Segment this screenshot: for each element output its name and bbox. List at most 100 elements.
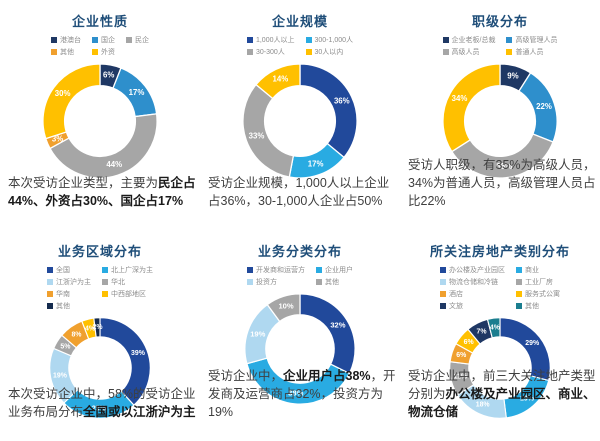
chart-legend: 港澳台 国企 民企 其他 外资 bbox=[51, 35, 149, 57]
legend-item: 普通人员 bbox=[506, 47, 543, 57]
legend-item: 投资方 bbox=[247, 277, 277, 287]
legend-label: 其他 bbox=[56, 303, 70, 310]
legend-item: 商业 bbox=[516, 265, 539, 275]
slice-value-label: 39% bbox=[131, 350, 145, 357]
legend-swatch-icon bbox=[126, 37, 132, 43]
chart-cell-business-category: 业务分类分布 开发商和运营方 企业用户 投资方 其他 32% 38% 19% 10% 受访企… bbox=[200, 230, 400, 441]
chart-cell-real-estate-category: 所关注房地产类别分布 办公楼及产业园区 商业 物流仓储和冷链 工业厂房 酒店 服务式公寓文… bbox=[400, 230, 600, 441]
caption-segment: 本次受访企业类型，主要为 bbox=[8, 176, 159, 190]
slice-value-label: 34% bbox=[452, 94, 468, 103]
legend-label: 物流仓储和冷链 bbox=[449, 279, 498, 286]
legend-item: 文旅 bbox=[440, 301, 463, 311]
legend-swatch-icon bbox=[47, 279, 53, 285]
slice-value-label: 30% bbox=[55, 89, 71, 98]
legend-item: 1,000人以上 bbox=[246, 35, 295, 45]
donut-slice bbox=[442, 63, 501, 153]
legend-swatch-icon bbox=[316, 279, 322, 285]
legend-item: 企业用户 bbox=[316, 265, 353, 275]
legend-label: 企业用户 bbox=[325, 267, 353, 274]
chart-title: 企业性质 bbox=[71, 14, 128, 29]
legend-item: 企业老板/总裁 bbox=[442, 35, 495, 45]
chart-cell-job-level: 职级分布 企业老板/总裁 高级管理人员 高级人员 普通人员 9% 22% 35% 34% 受… bbox=[400, 0, 600, 230]
slice-value-label: 8% bbox=[71, 332, 81, 339]
donut-chart: 32% 38% 19% 10% bbox=[244, 293, 356, 405]
chart-caption: 受访人职级，有35%为高级人员，34%为普通人员，高级管理人员占比22% bbox=[408, 157, 598, 210]
legend-label: 商业 bbox=[525, 267, 539, 274]
donut-slice bbox=[299, 63, 358, 159]
legend-swatch-icon bbox=[440, 279, 446, 285]
legend-label: 港澳台 bbox=[60, 37, 81, 44]
legend-swatch-icon bbox=[305, 37, 312, 43]
donut-slice bbox=[299, 293, 356, 375]
slice-value-label: 11% bbox=[454, 374, 467, 381]
donut-chart: 39% 25% 19% 5%8% 4%2% bbox=[49, 317, 151, 419]
legend-item: 民企 bbox=[126, 35, 149, 45]
chart-caption: 受访企业中，前三大关注地产类型分别为办公楼及产业园区、商业、物流仓储 bbox=[408, 368, 598, 421]
legend-swatch-icon bbox=[516, 267, 522, 273]
legend-item: 高级管理人员 bbox=[506, 35, 557, 45]
legend-label: 民企 bbox=[135, 37, 149, 44]
legend-item: 江浙沪为主 bbox=[47, 277, 91, 287]
chart-cell-enterprise-nature: 企业性质 港澳台 国企 民企 其他 外资 6% 17% 44% 3% 30% 本次受访企业类型，… bbox=[0, 0, 200, 230]
legend-item: 外资 bbox=[92, 47, 115, 57]
slice-value-label: 4% bbox=[85, 325, 95, 332]
legend-swatch-icon bbox=[92, 37, 98, 43]
slice-value-label: 36% bbox=[334, 96, 350, 105]
donut-slice bbox=[266, 293, 301, 323]
chart-legend: 办公楼及产业园区 商业 物流仓储和冷链 工业厂房 酒店 服务式公寓 文旅 其他 bbox=[440, 265, 560, 311]
legend-swatch-icon bbox=[246, 37, 253, 43]
slice-value-label: 14% bbox=[272, 74, 288, 83]
chart-title: 所关注房地产类别分布 bbox=[429, 244, 570, 259]
chart-caption: 受访企业中，企业用户占38%，开发商及运营商占32%，投资方为19% bbox=[208, 368, 398, 421]
slice-value-label: 19% bbox=[53, 372, 67, 379]
legend-swatch-icon bbox=[92, 49, 98, 55]
chart-caption: 受访企业规模，1,000人以上企业占36%，30-1,000人企业占50% bbox=[208, 175, 398, 211]
legend-label: 国企 bbox=[101, 37, 115, 44]
caption-segment: 受访企业中，前三大关注地产类型分别为 bbox=[408, 369, 596, 401]
donut-chart: 9% 22% 35% 34% bbox=[442, 63, 558, 179]
legend-label: 华南 bbox=[56, 291, 70, 298]
donut-chart: 36% 17% 33% 14% bbox=[242, 63, 358, 179]
legend-swatch-icon bbox=[440, 267, 446, 273]
slice-value-label: 6% bbox=[456, 352, 466, 359]
slice-value-label: 7% bbox=[476, 329, 486, 336]
legend-item: 其他 bbox=[316, 277, 339, 287]
chart-title: 企业规模 bbox=[271, 14, 328, 29]
caption-bold-segment: 全国或以江浙沪为主 bbox=[83, 404, 196, 419]
legend-item: 物流仓储和冷链 bbox=[440, 277, 498, 287]
slice-value-label: 25% bbox=[92, 406, 106, 413]
legend-item: 华北 bbox=[102, 277, 125, 287]
legend-swatch-icon bbox=[247, 279, 253, 285]
legend-swatch-icon bbox=[102, 291, 108, 297]
slice-value-label: 33% bbox=[249, 132, 265, 141]
legend-item: 300-1,000人 bbox=[305, 35, 354, 45]
caption-segment: 本次受访企业中，58%的受访企业业务布局分布 bbox=[8, 387, 196, 419]
legend-item: 工业厂房 bbox=[516, 277, 553, 287]
legend-label: 北上广深为主 bbox=[111, 267, 153, 274]
legend-swatch-icon bbox=[442, 37, 449, 43]
legend-label: 300-1,000人 bbox=[314, 37, 354, 44]
chart-caption: 本次受访企业类型，主要为民企占44%、外资占30%、国企占17% bbox=[8, 175, 198, 211]
legend-label: 江浙沪为主 bbox=[56, 279, 91, 286]
legend-swatch-icon bbox=[47, 303, 53, 309]
legend-swatch-icon bbox=[51, 37, 57, 43]
slice-value-label: 22% bbox=[536, 102, 552, 111]
legend-label: 普通人员 bbox=[515, 49, 544, 56]
chart-cell-business-region: 业务区域分布 全国 北上广深为主 江浙沪为主 华北 华南 中西部地区 其他 39% 25% 19… bbox=[0, 230, 200, 441]
chart-legend: 全国 北上广深为主 江浙沪为主 华北 华南 中西部地区 其他 bbox=[47, 265, 153, 311]
legend-label: 开发商和运营方 bbox=[256, 267, 305, 274]
donut-slice bbox=[93, 317, 101, 338]
legend-item: 服务式公寓 bbox=[516, 289, 560, 299]
slice-value-label: 35% bbox=[496, 162, 512, 171]
legend-swatch-icon bbox=[102, 279, 108, 285]
legend-item: 港澳台 bbox=[51, 35, 81, 45]
legend-swatch-icon bbox=[442, 49, 449, 55]
legend-swatch-icon bbox=[47, 267, 53, 273]
legend-item: 高级人员 bbox=[442, 47, 480, 57]
slice-value-label: 32% bbox=[330, 320, 345, 329]
legend-swatch-icon bbox=[51, 49, 57, 55]
legend-swatch-icon bbox=[506, 37, 513, 43]
donut-slice bbox=[246, 357, 351, 405]
chart-legend: 开发商和运营方 企业用户投资方 其他 bbox=[247, 265, 353, 287]
donut-slice bbox=[42, 63, 101, 140]
